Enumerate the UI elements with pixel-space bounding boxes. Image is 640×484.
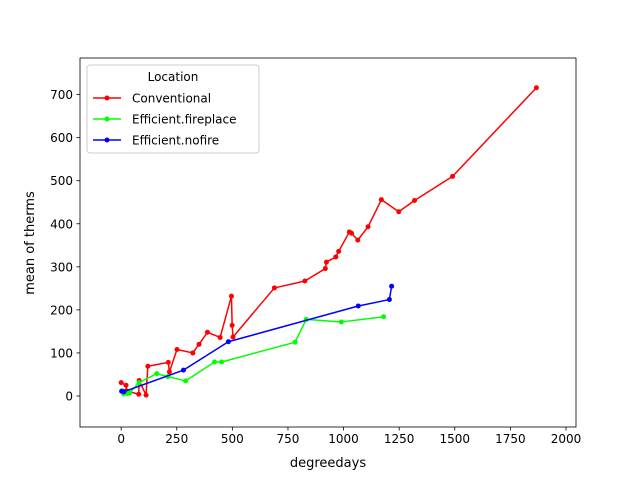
x-tick-label-0: 0: [117, 432, 125, 446]
data-point-0-17: [271, 285, 277, 291]
x-tick-label-8: 2000: [551, 432, 582, 446]
data-point-0-27: [378, 197, 384, 203]
y-tick-label-1: 100: [50, 346, 73, 360]
y-tick-label-3: 300: [50, 260, 73, 274]
data-point-1-10: [219, 359, 225, 365]
y-tick-label-7: 700: [50, 88, 73, 102]
legend-title: Location: [148, 70, 199, 84]
data-point-0-10: [190, 350, 196, 356]
data-point-1-14: [381, 314, 387, 320]
x-tick-label-7: 1750: [495, 432, 526, 446]
legend-marker-0: [104, 95, 110, 101]
data-point-2-4: [355, 303, 361, 309]
data-point-0-28: [396, 209, 402, 215]
data-point-0-15: [229, 322, 235, 328]
x-tick-label-6: 1500: [440, 432, 471, 446]
data-point-2-1: [121, 389, 127, 395]
legend-label-2: Efficient.nofire: [132, 134, 219, 148]
data-point-0-5: [143, 392, 149, 398]
plot-area: [118, 85, 539, 398]
data-point-2-6: [389, 283, 395, 289]
data-point-1-9: [212, 359, 218, 365]
data-point-0-16: [230, 334, 236, 340]
x-axis-label: degreedays: [290, 456, 366, 471]
y-axis-label: mean of therms: [23, 191, 38, 295]
x-tick-label-5: 1250: [384, 432, 415, 446]
data-point-0-24: [349, 230, 355, 236]
data-point-0-29: [412, 198, 418, 204]
legend-frame: [86, 64, 260, 154]
legend-label-1: Efficient.fireplace: [132, 113, 237, 127]
data-point-2-3: [225, 339, 231, 345]
data-point-1-6: [154, 371, 160, 377]
axes: 0 250 500 750 1000 1250 1500 1750 2000 0 100 200 300…: [50, 57, 582, 446]
axes-frame: [79, 57, 577, 428]
data-point-1-5: [136, 380, 142, 386]
data-point-0-26: [365, 224, 371, 230]
data-point-2-5: [386, 297, 392, 303]
data-point-1-13: [338, 319, 344, 325]
x-tick-label-1: 250: [165, 432, 188, 446]
x-tick-label-3: 750: [277, 432, 300, 446]
data-point-0-7: [165, 359, 171, 365]
data-point-0-12: [204, 329, 210, 335]
data-point-0-20: [323, 259, 329, 265]
data-point-0-11: [196, 341, 202, 347]
data-point-0-3: [136, 391, 142, 397]
x-tick-label-4: 1000: [328, 432, 359, 446]
y-tick-label-4: 400: [50, 217, 73, 231]
data-point-0-0: [118, 380, 124, 386]
legend-label-0: Conventional: [132, 92, 211, 106]
data-point-0-21: [333, 254, 339, 260]
legend-marker-1: [104, 116, 110, 122]
data-point-0-13: [217, 334, 223, 340]
y-tick-label-2: 200: [50, 303, 73, 317]
data-point-1-11: [292, 339, 298, 345]
data-point-0-6: [145, 363, 151, 369]
data-point-0-8: [166, 369, 172, 375]
data-point-0-9: [174, 347, 180, 352]
data-point-0-31: [533, 85, 539, 91]
data-point-0-14: [228, 293, 234, 299]
y-tick-label-6: 600: [50, 131, 73, 145]
data-point-0-22: [336, 248, 342, 254]
x-tick-label-2: 500: [221, 432, 244, 446]
data-point-0-19: [322, 266, 328, 272]
data-point-0-30: [450, 173, 456, 179]
data-point-0-18: [302, 278, 308, 284]
data-point-1-8: [183, 378, 189, 384]
series-line-0: [120, 87, 537, 396]
y-tick-label-0: 0: [65, 389, 73, 403]
data-point-0-25: [355, 237, 361, 243]
y-tick-label-5: 500: [50, 174, 73, 188]
legend: Location Conventional Efficient.fireplace…: [86, 64, 260, 154]
data-point-2-2: [180, 367, 186, 373]
data-point-0-1: [123, 382, 129, 388]
data-point-1-4: [127, 390, 133, 396]
legend-marker-2: [104, 137, 110, 143]
